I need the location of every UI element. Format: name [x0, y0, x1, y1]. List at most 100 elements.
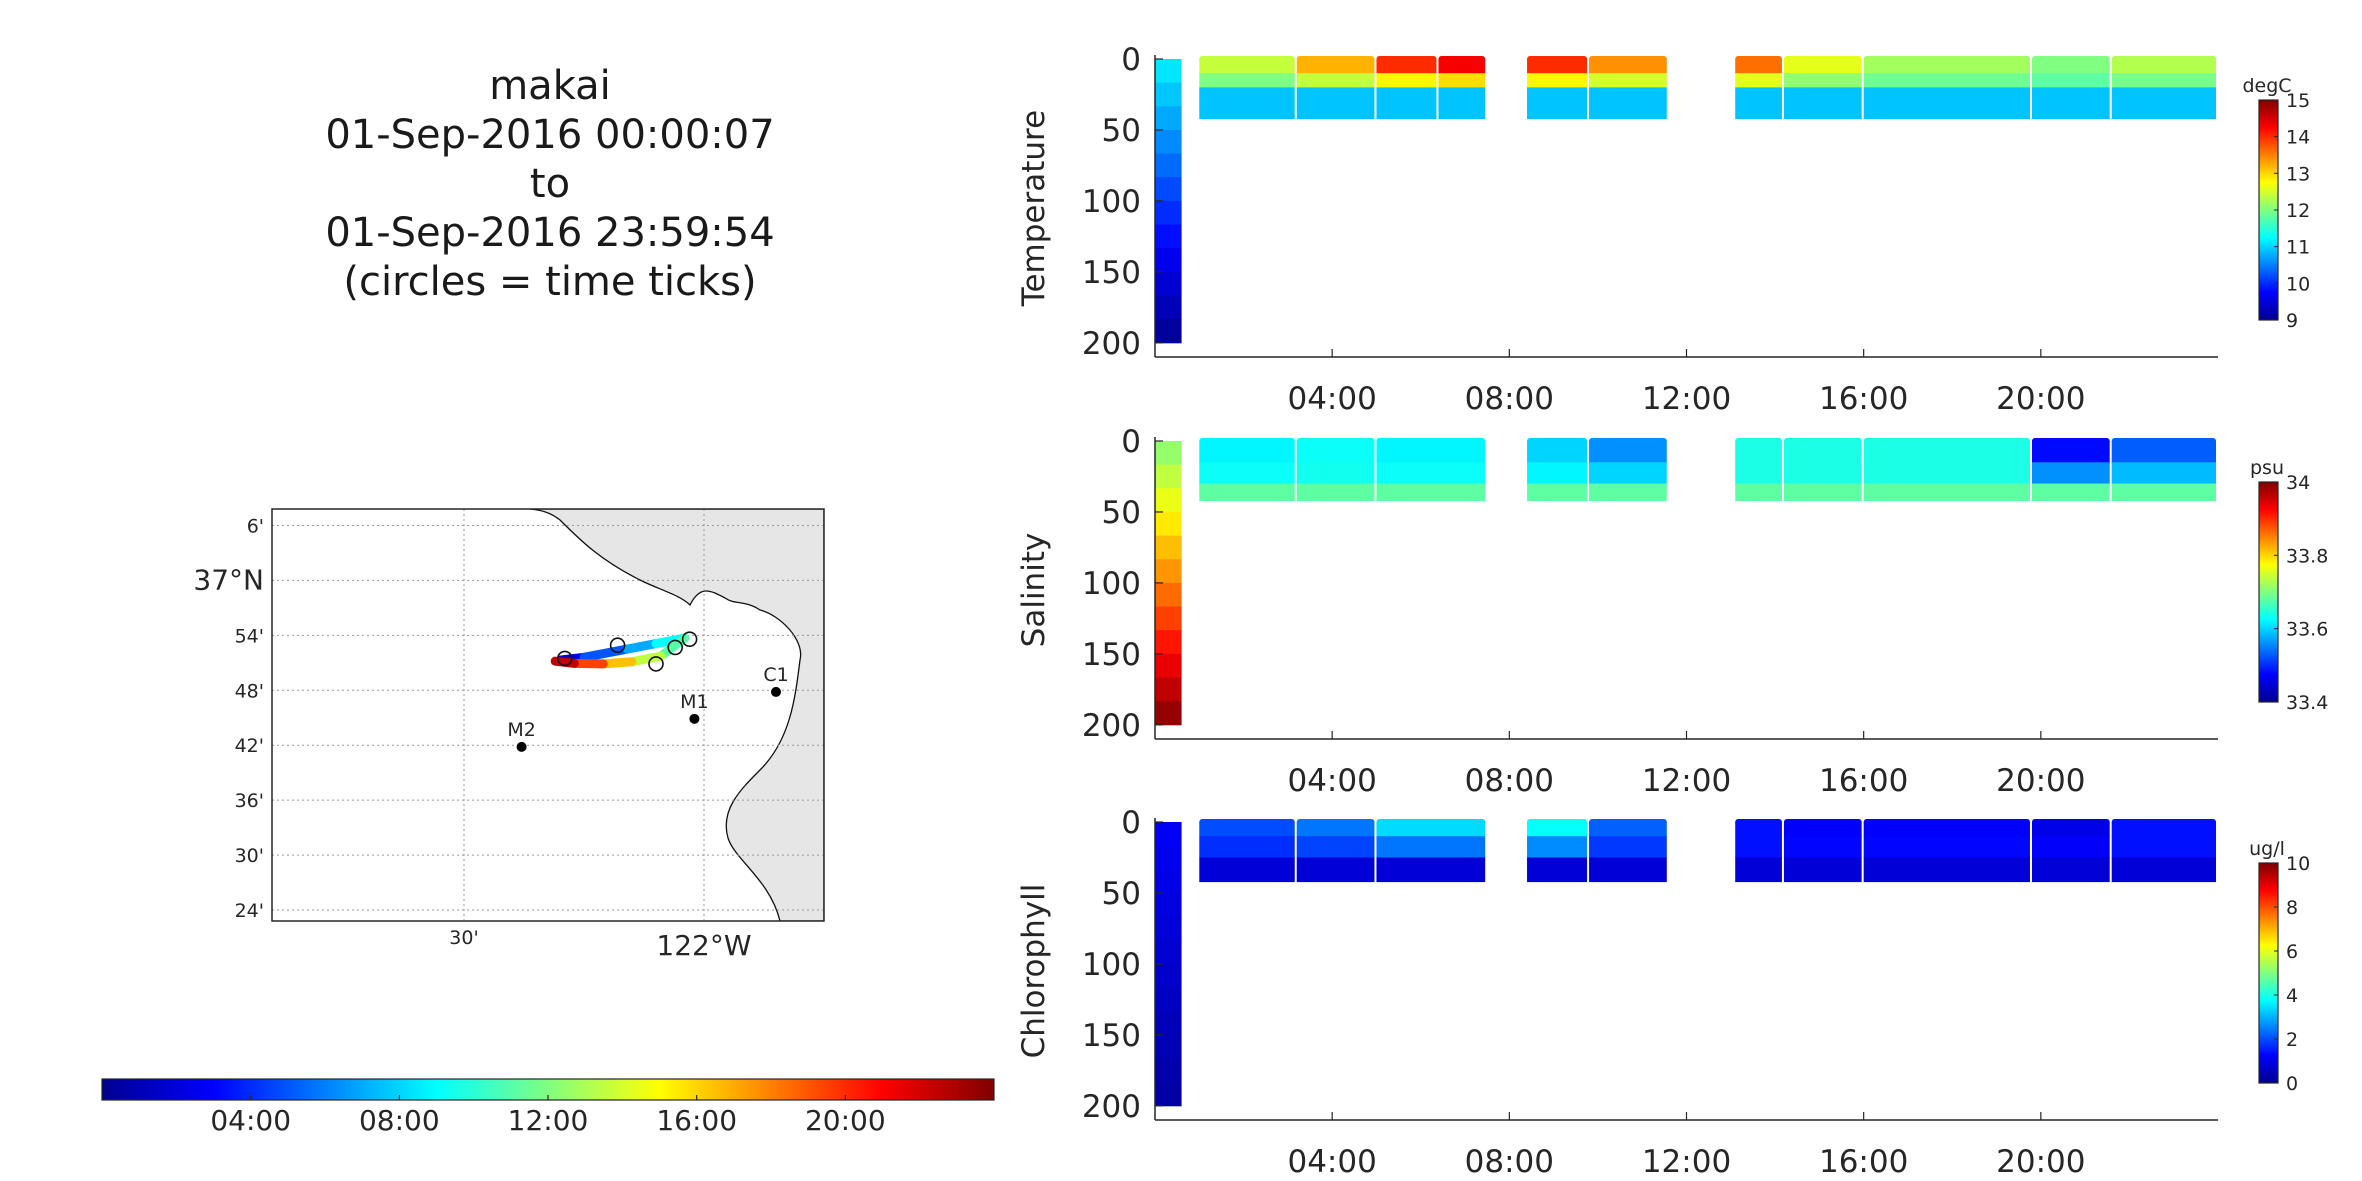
- time-colorbar-label: 04:00: [210, 1104, 291, 1137]
- colorbar-tick-label: 4: [2286, 985, 2298, 1007]
- x-tick-label: 12:00: [1642, 1144, 1731, 1180]
- colorbar-tick-label: 6: [2286, 941, 2298, 963]
- surface-cell: [1589, 438, 1667, 444]
- colorbar-tick-label: 33.4: [2286, 692, 2328, 714]
- deep-profile-cell: [1155, 177, 1182, 202]
- time-colorbar-label: 16:00: [656, 1104, 737, 1137]
- data-cell: [1783, 441, 1862, 463]
- deep-profile-cell: [1155, 559, 1182, 584]
- colorbar-tick-label: 10: [2286, 273, 2310, 295]
- map-ytick-label: 42': [235, 735, 264, 757]
- data-cell: [1527, 441, 1588, 463]
- surface-cell: [1376, 56, 1437, 62]
- data-cell: [1783, 87, 1862, 120]
- x-tick-label: 20:00: [1996, 763, 2085, 799]
- deep-profile-cell: [1155, 677, 1182, 702]
- data-cell: [2031, 441, 2110, 463]
- surface-cell: [2111, 819, 2216, 825]
- deep-profile-cell: [1155, 1058, 1182, 1083]
- platform-name: makai: [489, 63, 611, 109]
- deep-profile-cell: [1155, 271, 1182, 297]
- deep-profile-cell: [1155, 200, 1182, 226]
- data-cell: [2111, 857, 2216, 883]
- surface-cell: [1296, 819, 1375, 825]
- data-cell: [1199, 441, 1295, 463]
- deep-profile-cell: [1155, 940, 1182, 965]
- data-cell: [2111, 87, 2216, 120]
- data-cell: [1376, 59, 1437, 74]
- data-cell: [1199, 73, 1295, 88]
- data-cell: [1296, 73, 1375, 88]
- data-cell: [1199, 857, 1295, 883]
- deep-profile-cell: [1155, 822, 1182, 847]
- data-cell: [2111, 59, 2216, 74]
- data-cell: [1735, 836, 1782, 858]
- y-tick-label: 100: [1082, 566, 1141, 602]
- data-cell: [1296, 441, 1375, 463]
- data-cell: [1863, 59, 2030, 74]
- surface-cell: [1199, 56, 1295, 62]
- time-tick-circle: [681, 631, 698, 647]
- data-cell: [1735, 73, 1782, 88]
- data-cell: [1589, 73, 1667, 88]
- y-tick-label: 150: [1082, 1018, 1141, 1054]
- data-cell: [1199, 59, 1295, 74]
- y-axis-label: Temperature: [1016, 110, 1052, 307]
- deep-profile-cell: [1155, 1011, 1182, 1036]
- deep-profile-cell: [1155, 845, 1182, 870]
- time-tick-circle: [609, 637, 626, 654]
- x-tick-label: 08:00: [1465, 381, 1554, 417]
- station-label: M2: [507, 719, 535, 741]
- deep-profile-cell: [1155, 630, 1182, 655]
- y-tick-label: 50: [1102, 113, 1141, 149]
- surface-cell: [1863, 56, 2030, 62]
- surface-cell: [1735, 438, 1782, 444]
- data-cell: [1438, 73, 1486, 88]
- deep-profile-cell: [1155, 224, 1182, 249]
- data-cell: [1199, 822, 1295, 837]
- data-cell: [1199, 87, 1295, 120]
- data-cell: [1527, 483, 1588, 502]
- surface-cell: [1199, 819, 1295, 825]
- surface-cell: [1589, 56, 1667, 62]
- data-cell: [1589, 59, 1667, 74]
- station-label: M1: [680, 691, 708, 713]
- data-cell: [1783, 822, 1862, 837]
- data-cell: [1735, 857, 1782, 883]
- data-cell: [1296, 462, 1375, 485]
- y-tick-label: 50: [1102, 495, 1141, 531]
- map-ytick-label: 37°N: [193, 563, 264, 596]
- surface-cell: [1735, 819, 1782, 825]
- y-tick-label: 200: [1082, 326, 1141, 362]
- data-cell: [1863, 73, 2030, 88]
- surface-cell: [1527, 819, 1588, 825]
- station-marker: [771, 686, 781, 697]
- data-cell: [1527, 462, 1588, 485]
- colorbar-tick-label: 11: [2286, 237, 2310, 259]
- data-cell: [1783, 836, 1862, 858]
- data-cell: [1783, 857, 1862, 883]
- map-land: [529, 509, 824, 921]
- surface-cell: [1589, 819, 1667, 825]
- surface-cell: [1735, 56, 1782, 62]
- deep-profile-cell: [1155, 248, 1182, 273]
- colorbar-tick-label: 34: [2286, 472, 2310, 494]
- data-cell: [1438, 59, 1486, 74]
- time-colorbar: 04:00 08:00 12:00 16:00 20:00: [101, 1078, 995, 1137]
- deep-profile-cell: [1155, 59, 1182, 84]
- surface-cell: [1527, 438, 1588, 444]
- deep-profile-cell: [1155, 701, 1182, 726]
- x-tick-label: 20:00: [1996, 381, 2085, 417]
- data-cell: [1589, 483, 1667, 502]
- map-xtick-label: 30': [449, 927, 478, 949]
- data-cell: [1376, 87, 1437, 120]
- data-cell: [2031, 87, 2110, 120]
- data-cell: [2111, 441, 2216, 463]
- x-tick-label: 12:00: [1642, 381, 1731, 417]
- surface-cell: [1863, 438, 2030, 444]
- deep-profile-cell: [1155, 1034, 1182, 1060]
- panel-salinity: 0 50 100 150 200 04:00 08:00 12:00 16:00 20:00 Sal…: [1016, 424, 2328, 799]
- surface-cell: [1527, 56, 1588, 62]
- colorbar-units: ug/l: [2249, 838, 2285, 860]
- time-tick-circle: [556, 650, 573, 667]
